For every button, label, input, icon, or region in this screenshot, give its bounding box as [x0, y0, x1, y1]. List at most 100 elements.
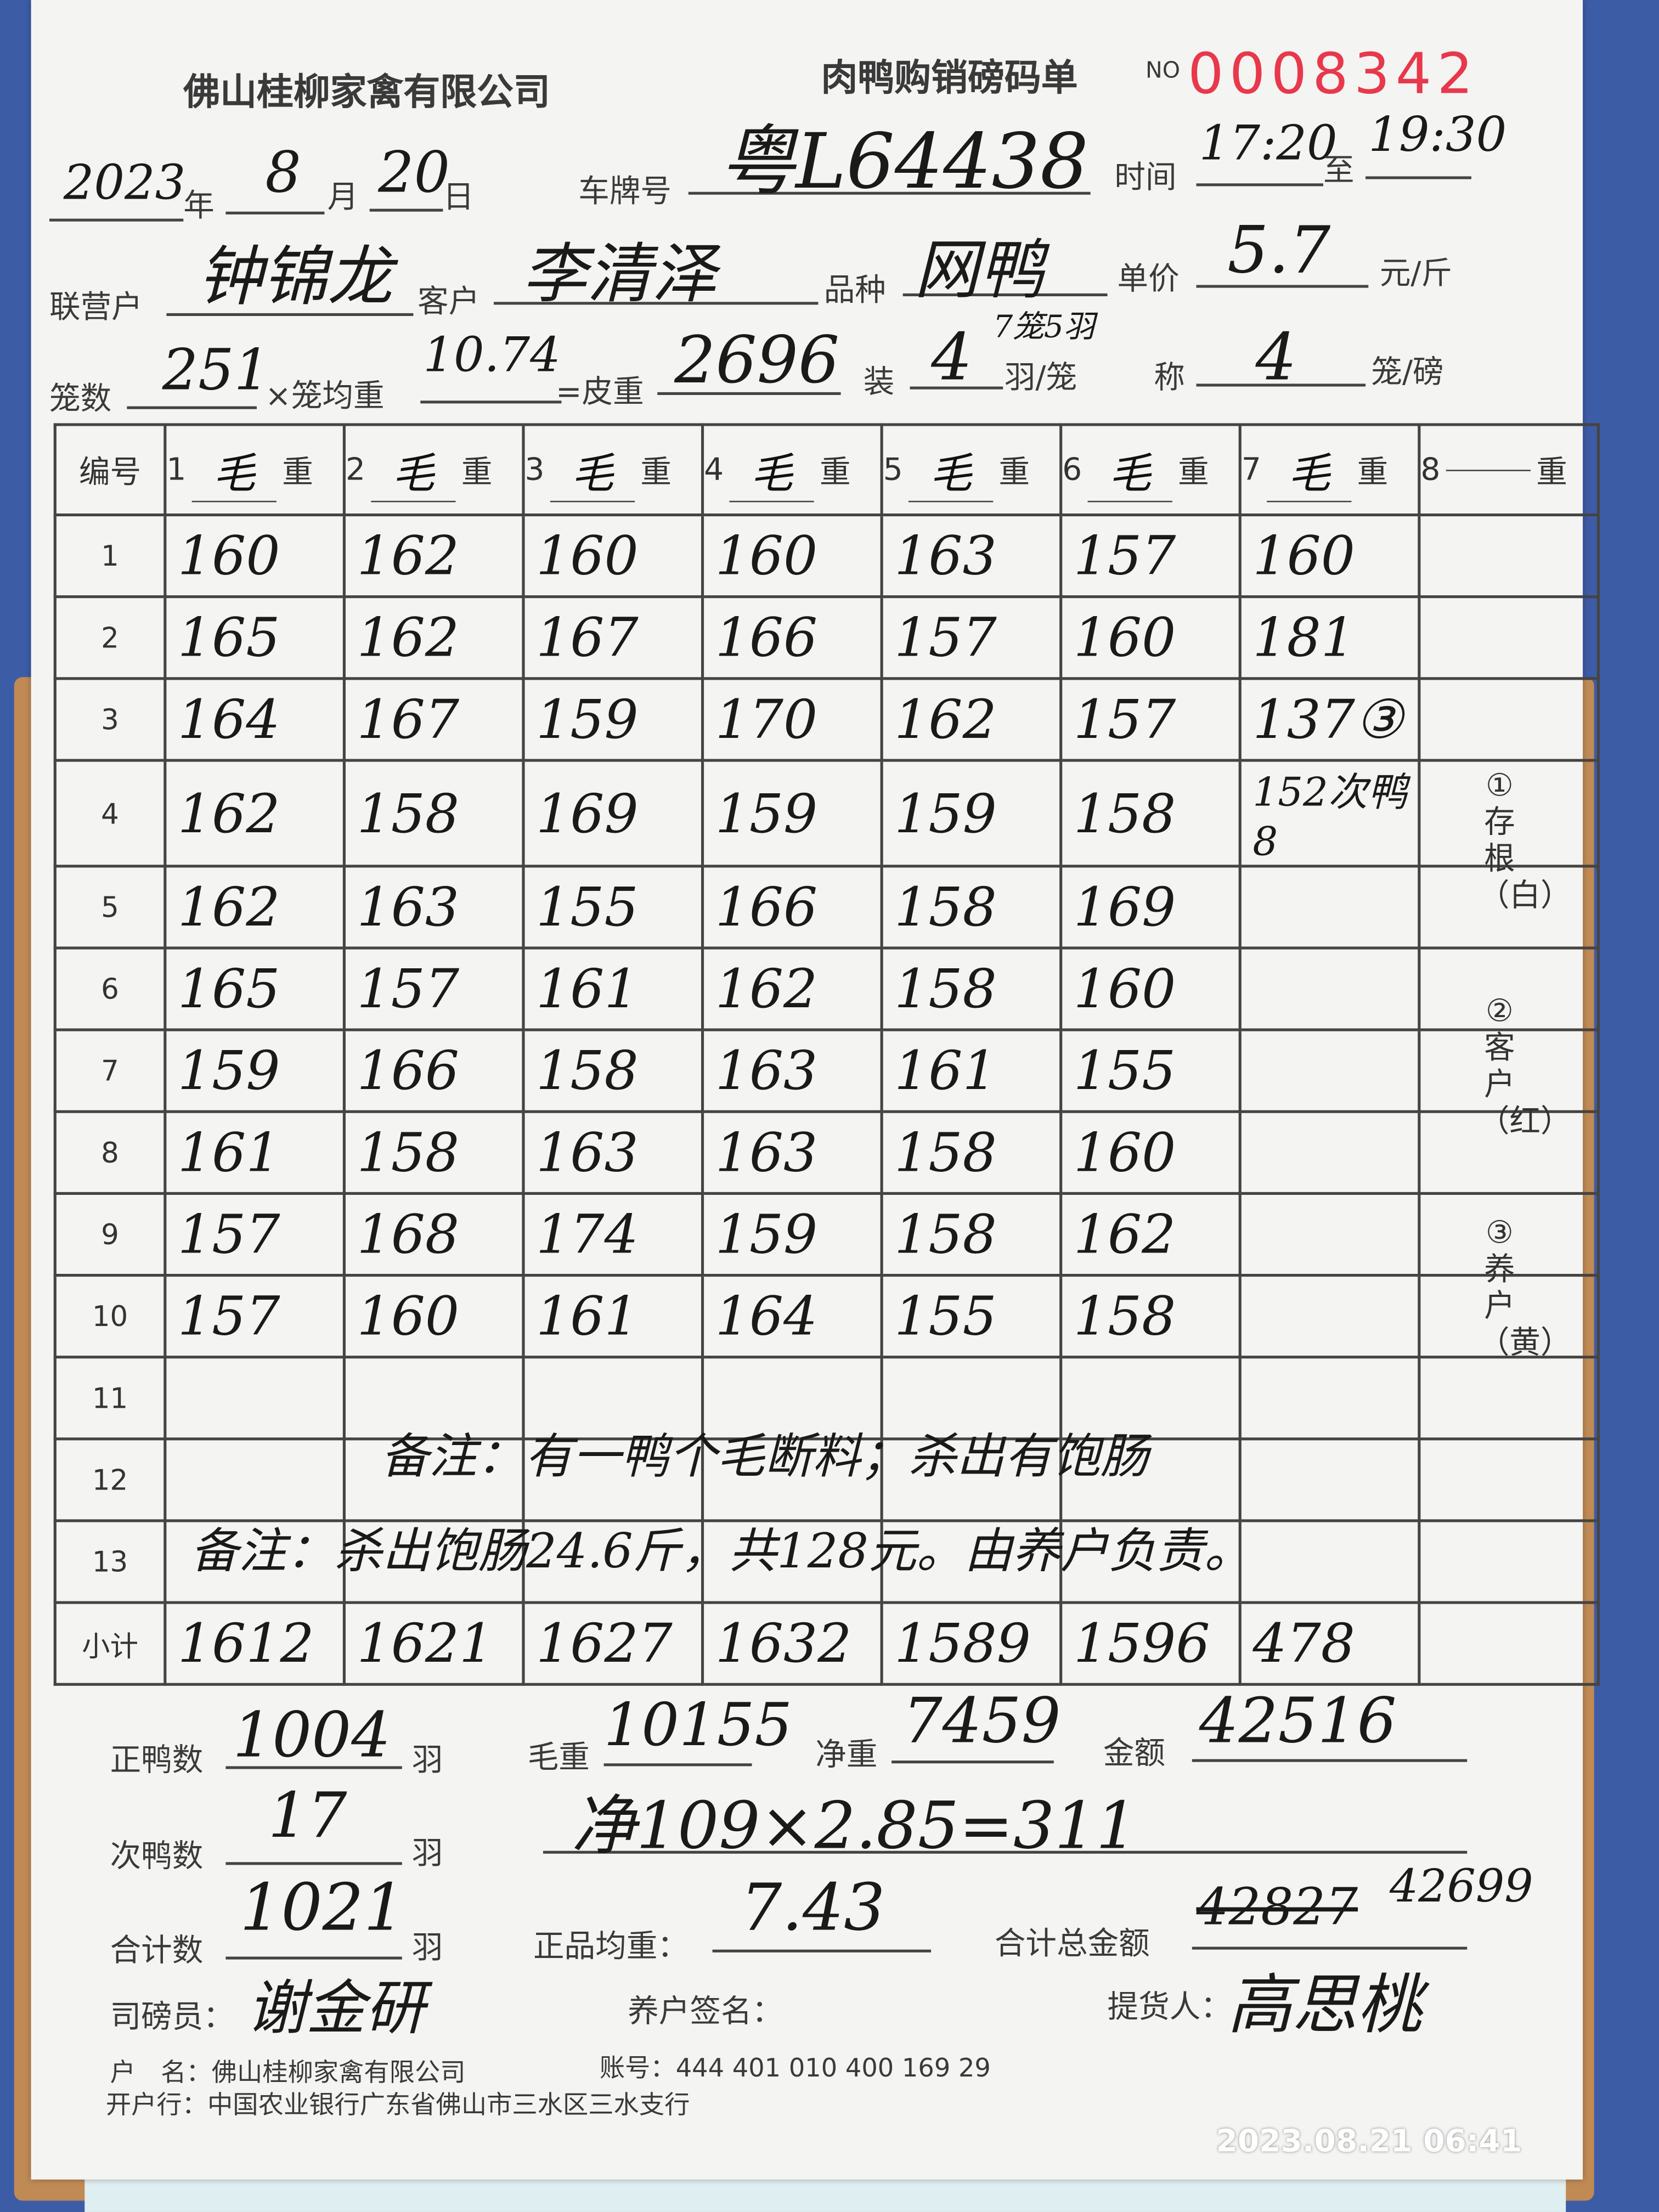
weight-cell: 162 — [880, 677, 1063, 762]
column-number: 2 — [345, 452, 365, 488]
cage-avg-value: 10.74 — [423, 327, 561, 384]
column-number: 3 — [524, 452, 545, 488]
second-value: 17 — [268, 1780, 347, 1853]
weight-table: 编号 1 毛重 2 毛重 3 毛重 4 毛重 5 毛重 6 毛重 7 毛重 8 重 1 160 162 160 160 16… — [53, 423, 1600, 1686]
weight-cell — [1238, 1192, 1421, 1277]
weight-cell — [1418, 1192, 1600, 1277]
year-value: 2023 — [63, 155, 186, 212]
weight-cell: 157 — [342, 946, 525, 1031]
weight-cell: 166 — [342, 1028, 525, 1113]
weight-cell — [1238, 1028, 1421, 1113]
to-label: 至 — [1323, 154, 1355, 189]
weight-cell — [1418, 1519, 1600, 1604]
weight-suffix: 重 — [461, 455, 493, 491]
subtotal-cell: 1589 — [880, 1601, 1063, 1686]
weight-cell — [163, 1356, 346, 1441]
weight-cell: 157 — [880, 595, 1063, 680]
column-mark: 毛 — [191, 438, 276, 502]
column-number: 1 — [166, 452, 187, 488]
weight-cell: 157 — [1059, 677, 1242, 762]
farmer-label: 养户签名： — [628, 1994, 783, 2030]
row-number: 5 — [53, 865, 167, 950]
weight-cell — [1418, 1356, 1600, 1441]
weight-cell — [163, 1519, 346, 1604]
weight-cell: 155 — [880, 1273, 1063, 1359]
weight-cell: 155 — [522, 865, 704, 950]
load-unit: 羽/笼 — [1004, 361, 1077, 397]
row-number: 13 — [53, 1519, 167, 1604]
load-value: 4 — [931, 319, 973, 395]
plate-label: 车牌号 — [578, 174, 672, 211]
weight-cell: 159 — [880, 759, 1063, 868]
weight-cell: 163 — [342, 865, 525, 950]
weigh-unit: 笼/磅 — [1371, 355, 1444, 391]
weight-cell — [1238, 946, 1421, 1031]
weight-cell: 158 — [880, 1110, 1063, 1195]
weight-cell: 158 — [342, 1110, 525, 1195]
time-label: 时间 — [1114, 161, 1177, 196]
customer-label: 客户 — [417, 285, 480, 320]
weight-cell: 167 — [342, 677, 525, 762]
total-value: 1021 — [240, 1869, 405, 1945]
partner-label: 联营户 — [49, 290, 143, 326]
cage-avg-label: ×笼均重 — [265, 379, 385, 415]
column-mark: 毛 — [371, 438, 456, 502]
weight-cell: 162 — [163, 759, 346, 868]
weigher-label: 司磅员： — [110, 2000, 234, 2036]
weight-suffix: 重 — [282, 455, 313, 491]
weight-cell — [522, 1356, 704, 1441]
weight-cell: 160 — [522, 513, 704, 599]
weight-cell: 158 — [880, 865, 1063, 950]
cages-value: 251 — [162, 338, 270, 404]
subtotal-cell: 1627 — [522, 1601, 704, 1686]
weight-cell — [1418, 513, 1600, 599]
weight-cell — [1418, 1273, 1600, 1359]
load-label: 装 — [863, 365, 895, 401]
no-label: NO — [1145, 56, 1181, 83]
weight-cell: 158 — [1059, 759, 1242, 868]
weigh-value: 4 — [1255, 319, 1297, 395]
total-unit: 羽 — [411, 1931, 443, 1967]
column-mark: 毛 — [1267, 438, 1352, 502]
weight-cell — [522, 1519, 704, 1604]
weight-cell — [701, 1519, 883, 1604]
tare-value: 2696 — [674, 321, 840, 398]
weight-cell — [880, 1356, 1063, 1441]
column-mark: 毛 — [550, 438, 635, 502]
weight-cell — [701, 1356, 883, 1441]
weight-cell: 170 — [701, 677, 883, 762]
month-label: 月 — [327, 180, 359, 216]
weight-cell: 163 — [522, 1110, 704, 1195]
weight-cell: 159 — [163, 1028, 346, 1113]
column-number: 6 — [1062, 452, 1082, 488]
weight-cell: 155 — [1059, 1028, 1242, 1113]
subtotal-cell: 478 — [1238, 1601, 1421, 1686]
row-number: 8 — [53, 1110, 167, 1195]
weight-cell: 162 — [1059, 1192, 1242, 1277]
weight-cell: 161 — [163, 1110, 346, 1195]
copy-stub: ①存根（白） — [1478, 769, 1572, 915]
second-unit: 羽 — [411, 1836, 443, 1872]
weight-cell: 164 — [163, 677, 346, 762]
weight-cell — [522, 1437, 704, 1522]
account-number: 账号：444 401 010 400 169 29 — [599, 2053, 991, 2084]
serial-number: 0008342 — [1188, 42, 1479, 108]
breed-label: 品种 — [823, 273, 886, 309]
company-name: 佛山桂柳家禽有限公司 — [183, 72, 550, 115]
weight-cell: 160 — [1059, 1110, 1242, 1195]
subtotal-cell: 1632 — [701, 1601, 883, 1686]
column-mark: 毛 — [908, 438, 994, 502]
weight-cell: 167 — [522, 595, 704, 680]
row-number: 1 — [53, 513, 167, 599]
weight-cell: 158 — [880, 1192, 1063, 1277]
photo-timestamp: 2023.08.21 06:41 — [1216, 2124, 1522, 2160]
weight-cell — [880, 1519, 1063, 1604]
weight-cell: 161 — [522, 1273, 704, 1359]
picker-signature: 高思桃 — [1227, 1966, 1422, 2043]
table-row: 11 — [53, 1356, 1600, 1441]
weight-cell: 161 — [522, 946, 704, 1031]
weight-cell — [342, 1519, 525, 1604]
grand-struck-value: 42827 — [1196, 1879, 1358, 1937]
weight-cell: 159 — [522, 677, 704, 762]
